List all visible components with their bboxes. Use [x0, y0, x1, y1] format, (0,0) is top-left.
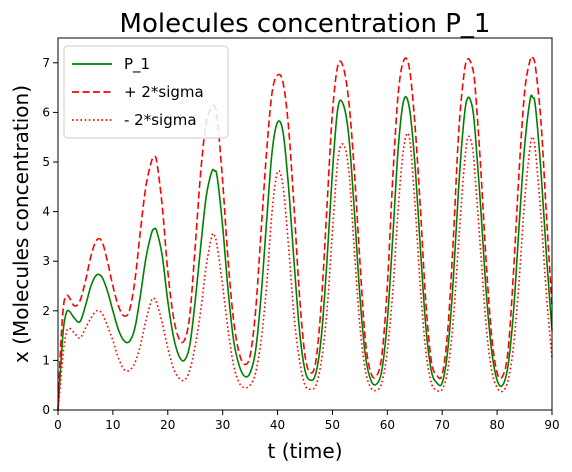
y-tick-label: 0	[42, 403, 50, 417]
y-tick-label: 2	[42, 304, 50, 318]
x-tick-label: 40	[270, 418, 285, 432]
y-tick-label: 5	[42, 155, 50, 169]
x-axis-label: t (time)	[268, 439, 343, 463]
x-tick-label: 80	[489, 418, 504, 432]
x-tick-label: 0	[54, 418, 62, 432]
plot-border	[57, 37, 553, 411]
x-tick-label: 50	[325, 418, 340, 432]
legend: P_1 + 2*sigma - 2*sigma	[63, 45, 229, 139]
x-tick-label: 10	[105, 418, 120, 432]
x-tick-label: 20	[160, 418, 175, 432]
legend-box	[63, 45, 229, 139]
series-line-1	[57, 94, 553, 411]
x-tick-label: 70	[435, 418, 450, 432]
y-tick-label: 6	[42, 105, 50, 119]
legend-label: - 2*sigma	[124, 111, 197, 129]
y-tick-label: 1	[42, 353, 50, 367]
y-tick-label: 4	[42, 205, 50, 219]
x-tick-label: 30	[215, 418, 230, 432]
y-axis-label: x (Molecules concentration)	[9, 85, 33, 363]
y-axis: 0 1 2 3 4 5 6 7	[42, 56, 58, 417]
series-layer	[57, 55, 553, 411]
legend-label: P_1	[124, 55, 150, 74]
series-line-2	[57, 55, 553, 411]
x-axis: 0 10 20 30 40 50 60 70 80 90	[54, 410, 560, 432]
chart-title: Molecules concentration P_1	[120, 9, 491, 39]
x-tick-label: 60	[380, 418, 395, 432]
y-tick-label: 7	[42, 56, 50, 70]
legend-label: + 2*sigma	[124, 83, 204, 101]
x-tick-label: 90	[544, 418, 559, 432]
y-tick-label: 3	[42, 254, 50, 268]
